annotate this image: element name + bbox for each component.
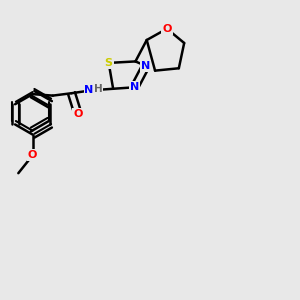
Text: O: O [28, 150, 37, 160]
Text: N: N [130, 82, 139, 92]
Text: H: H [94, 84, 103, 94]
Text: O: O [162, 24, 172, 34]
Text: N: N [141, 61, 151, 71]
Text: O: O [74, 109, 83, 119]
Text: S: S [105, 58, 113, 68]
Text: N: N [84, 85, 93, 95]
